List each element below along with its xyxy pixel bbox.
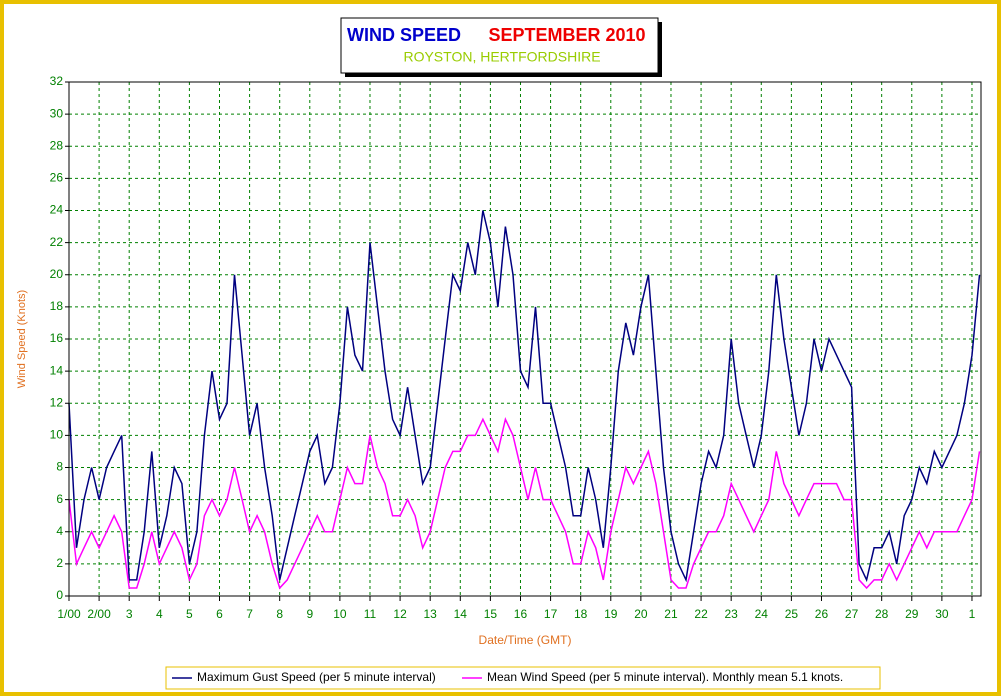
y-axis-label: Wind Speed (Knots) bbox=[16, 290, 28, 388]
x-tick-label: 25 bbox=[785, 607, 799, 621]
y-tick-label: 16 bbox=[50, 331, 64, 345]
chart-title: WIND SPEED bbox=[347, 25, 461, 45]
x-tick-label: 30 bbox=[935, 607, 949, 621]
y-tick-label: 2 bbox=[56, 556, 63, 570]
y-tick-label: 20 bbox=[50, 267, 64, 281]
x-tick-label: 5 bbox=[186, 607, 193, 621]
x-tick-label: 13 bbox=[424, 607, 438, 621]
x-tick-label: 7 bbox=[246, 607, 253, 621]
x-tick-label: 29 bbox=[905, 607, 919, 621]
x-tick-label: 3 bbox=[126, 607, 133, 621]
series-line bbox=[68, 210, 981, 583]
x-tick-label: 22 bbox=[694, 607, 708, 621]
x-tick-label: 14 bbox=[454, 607, 468, 621]
x-tick-label: 2/00 bbox=[87, 607, 111, 621]
legend-label: Maximum Gust Speed (per 5 minute interva… bbox=[197, 670, 436, 684]
chart-subtitle: ROYSTON, HERTFORDSHIRE bbox=[403, 49, 600, 65]
y-tick-label: 8 bbox=[56, 460, 63, 474]
y-tick-label: 10 bbox=[50, 428, 64, 442]
x-tick-label: 9 bbox=[306, 607, 313, 621]
y-tick-label: 24 bbox=[50, 203, 64, 217]
x-tick-label: 8 bbox=[276, 607, 283, 621]
x-tick-label: 18 bbox=[574, 607, 588, 621]
x-tick-label: 11 bbox=[364, 607, 377, 621]
x-tick-label: 20 bbox=[634, 607, 648, 621]
x-tick-label: 23 bbox=[724, 607, 738, 621]
y-tick-label: 0 bbox=[56, 588, 63, 602]
y-tick-label: 12 bbox=[50, 395, 64, 409]
x-tick-label: 27 bbox=[845, 607, 859, 621]
x-tick-label: 21 bbox=[664, 607, 678, 621]
x-tick-label: 4 bbox=[156, 607, 163, 621]
x-tick-label: 19 bbox=[604, 607, 618, 621]
x-tick-label: 17 bbox=[544, 607, 558, 621]
legend-label: Mean Wind Speed (per 5 minute interval).… bbox=[487, 670, 843, 684]
y-tick-label: 6 bbox=[56, 492, 63, 506]
x-tick-label: 26 bbox=[815, 607, 829, 621]
x-tick-label: 6 bbox=[216, 607, 223, 621]
chart-title-period: SEPTEMBER 2010 bbox=[488, 25, 645, 45]
legend-box bbox=[165, 666, 881, 690]
x-tick-label: 24 bbox=[755, 607, 769, 621]
x-tick-label: 28 bbox=[875, 607, 889, 621]
x-tick-label: 16 bbox=[514, 607, 528, 621]
x-tick-label: 12 bbox=[393, 607, 407, 621]
y-tick-label: 26 bbox=[50, 171, 64, 185]
plot bbox=[68, 81, 981, 597]
y-tick-label: 30 bbox=[50, 106, 64, 120]
x-tick-label: 15 bbox=[484, 607, 498, 621]
y-tick-label: 14 bbox=[50, 363, 64, 377]
x-tick-label: 1/00 bbox=[57, 607, 81, 621]
y-tick-label: 18 bbox=[50, 299, 64, 313]
x-tick-label: 10 bbox=[333, 607, 347, 621]
y-tick-label: 4 bbox=[56, 524, 63, 538]
series-line bbox=[68, 417, 981, 590]
y-tick-label: 28 bbox=[50, 138, 64, 152]
x-axis-label: Date/Time (GMT) bbox=[479, 633, 572, 647]
y-tick-label: 22 bbox=[50, 235, 64, 249]
x-tick-label: 1 bbox=[969, 607, 976, 621]
y-tick-label: 32 bbox=[50, 74, 64, 88]
title-box bbox=[340, 17, 659, 74]
